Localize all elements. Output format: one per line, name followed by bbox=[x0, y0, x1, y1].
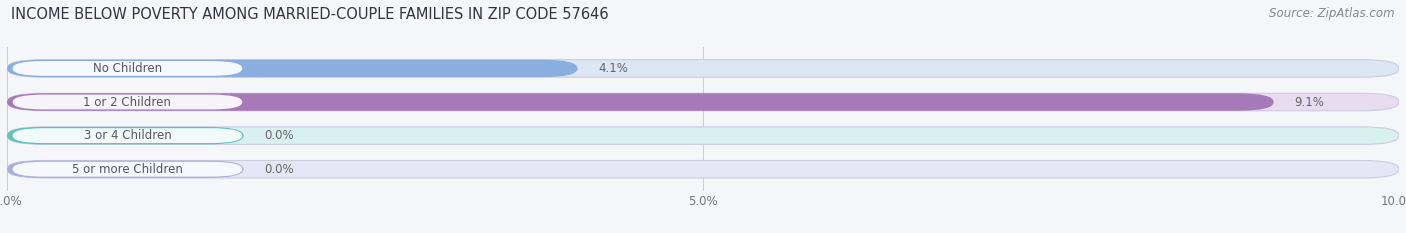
FancyBboxPatch shape bbox=[7, 93, 1399, 111]
FancyBboxPatch shape bbox=[7, 127, 1399, 144]
Text: 0.0%: 0.0% bbox=[264, 163, 294, 176]
FancyBboxPatch shape bbox=[7, 60, 578, 77]
FancyBboxPatch shape bbox=[13, 128, 242, 143]
Text: 3 or 4 Children: 3 or 4 Children bbox=[83, 129, 172, 142]
Text: Source: ZipAtlas.com: Source: ZipAtlas.com bbox=[1270, 7, 1395, 20]
Text: 1 or 2 Children: 1 or 2 Children bbox=[83, 96, 172, 109]
FancyBboxPatch shape bbox=[7, 161, 243, 178]
FancyBboxPatch shape bbox=[13, 162, 242, 177]
FancyBboxPatch shape bbox=[7, 161, 1399, 178]
FancyBboxPatch shape bbox=[13, 61, 242, 76]
Text: 9.1%: 9.1% bbox=[1295, 96, 1324, 109]
FancyBboxPatch shape bbox=[13, 95, 242, 110]
FancyBboxPatch shape bbox=[7, 60, 1399, 77]
Text: INCOME BELOW POVERTY AMONG MARRIED-COUPLE FAMILIES IN ZIP CODE 57646: INCOME BELOW POVERTY AMONG MARRIED-COUPL… bbox=[11, 7, 609, 22]
Text: No Children: No Children bbox=[93, 62, 162, 75]
Text: 5 or more Children: 5 or more Children bbox=[72, 163, 183, 176]
Text: 4.1%: 4.1% bbox=[599, 62, 628, 75]
FancyBboxPatch shape bbox=[7, 93, 1274, 111]
FancyBboxPatch shape bbox=[7, 127, 243, 144]
Text: 0.0%: 0.0% bbox=[264, 129, 294, 142]
